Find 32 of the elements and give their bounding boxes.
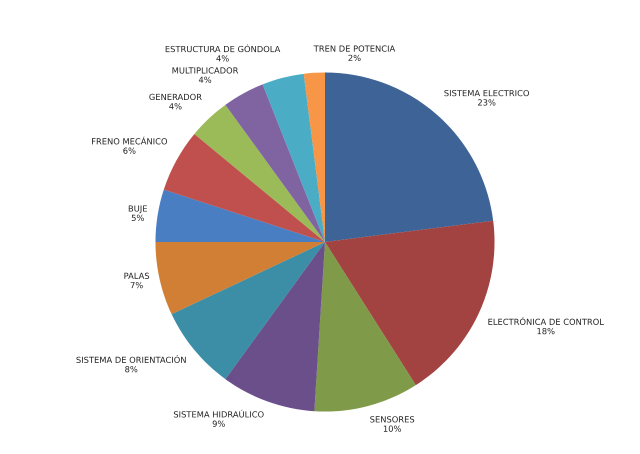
pie-slice <box>194 104 325 242</box>
slice-label: PALAS <box>124 272 150 279</box>
slice-label: SISTEMA ELECTRICO <box>444 90 530 96</box>
slice-label: MULTIPLICADOR <box>172 67 238 74</box>
pie-slice <box>155 190 325 242</box>
data-label: 4% <box>216 55 229 62</box>
data-label: 7% <box>130 282 143 288</box>
data-label: 18% <box>537 328 555 334</box>
slice-label: FRENO MECÁNICO <box>92 136 168 144</box>
slice-label: ELECTRÓNICA DE CONTROL <box>488 317 604 325</box>
slice-label: TREN DE POTENCIA <box>314 45 396 52</box>
pie-slice <box>225 84 325 242</box>
slice-label: BUJE <box>128 205 147 214</box>
slice-label: SISTEMA DE ORIENTACIÓN <box>76 355 186 363</box>
data-label: 9% <box>212 420 225 427</box>
slice-label: SENSORES <box>370 416 414 422</box>
slice-label: GENERADOR <box>149 94 202 100</box>
slice-label: SISTEMA HIDRAÚLICO <box>174 410 264 418</box>
data-label: 6% <box>123 148 136 154</box>
pie-slice <box>314 242 416 412</box>
data-label: 23% <box>478 99 496 106</box>
pie-slice <box>155 242 325 314</box>
slice-label: ESTRUCTURA DE GÓNDOLA <box>166 44 280 52</box>
data-label: 8% <box>125 366 138 372</box>
data-label: 4% <box>169 103 182 110</box>
data-label: 4% <box>198 76 212 83</box>
pie-slice <box>262 74 325 242</box>
data-label: 2% <box>348 54 361 62</box>
data-label: 10% <box>384 426 401 432</box>
pie-slice <box>225 242 325 412</box>
data-label: 5% <box>132 214 144 221</box>
pie-slice <box>304 72 325 242</box>
